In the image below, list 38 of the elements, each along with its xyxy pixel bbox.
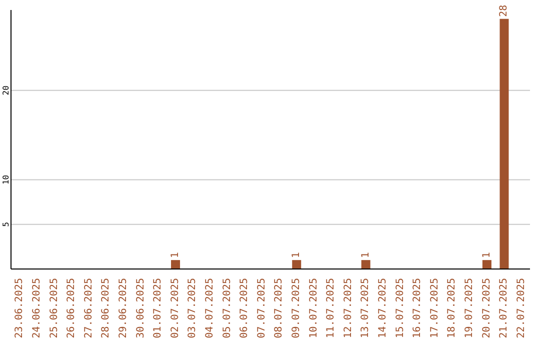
y-tick-label: 10 — [2, 174, 10, 185]
x-tick-label: 19.07.2025 — [464, 278, 475, 338]
x-tick-label: 03.07.2025 — [187, 278, 198, 338]
x-tick-label: 08.07.2025 — [274, 278, 285, 338]
y-tick-label: 5 — [2, 222, 10, 227]
data-label: 28 — [498, 4, 510, 17]
x-tick-label: 09.07.2025 — [290, 278, 302, 338]
x-tick-label: 11.07.2025 — [326, 278, 337, 338]
x-tick-label: 01.07.2025 — [152, 278, 164, 338]
x-tick-label: 30.06.2025 — [135, 278, 146, 338]
data-label: 1 — [170, 252, 182, 258]
x-tick-label: 29.06.2025 — [118, 278, 129, 338]
x-tick-label: 10.07.2025 — [308, 278, 320, 338]
x-tick-label: 06.07.2025 — [239, 278, 250, 338]
data-label: 1 — [360, 252, 372, 258]
x-tick-label: 22.07.2025 — [516, 278, 527, 338]
x-tick-label: 04.07.2025 — [204, 278, 216, 338]
x-tick-label: 12.07.2025 — [342, 278, 354, 338]
x-tick-label: 14.07.2025 — [377, 278, 388, 338]
x-tick-label: 21.07.2025 — [498, 278, 510, 338]
x-tick-label: 26.06.2025 — [66, 278, 78, 338]
y-tick-label: 20 — [2, 85, 10, 96]
x-tick-label: 05.07.2025 — [222, 278, 233, 338]
x-tick-label: 27.06.2025 — [83, 278, 94, 338]
x-tick-label: 07.07.2025 — [256, 278, 268, 338]
x-tick-label: 16.07.2025 — [412, 278, 424, 338]
x-tick-label: 24.06.2025 — [31, 278, 42, 338]
x-tick-label: 28.06.2025 — [100, 278, 112, 338]
x-tick-label: 25.06.2025 — [48, 278, 60, 338]
x-tick-label: 17.07.2025 — [429, 278, 440, 338]
x-tick-label: 18.07.2025 — [446, 278, 458, 338]
x-tick-label: 23.06.2025 — [14, 278, 26, 338]
x-tick-label: 20.07.2025 — [481, 278, 492, 338]
x-tick-label: 02.07.2025 — [170, 278, 181, 338]
data-label: 1 — [291, 252, 302, 258]
x-tick-label: 13.07.2025 — [360, 278, 372, 338]
x-tick-label: 15.07.2025 — [394, 278, 406, 338]
data-label: 1 — [481, 252, 492, 258]
